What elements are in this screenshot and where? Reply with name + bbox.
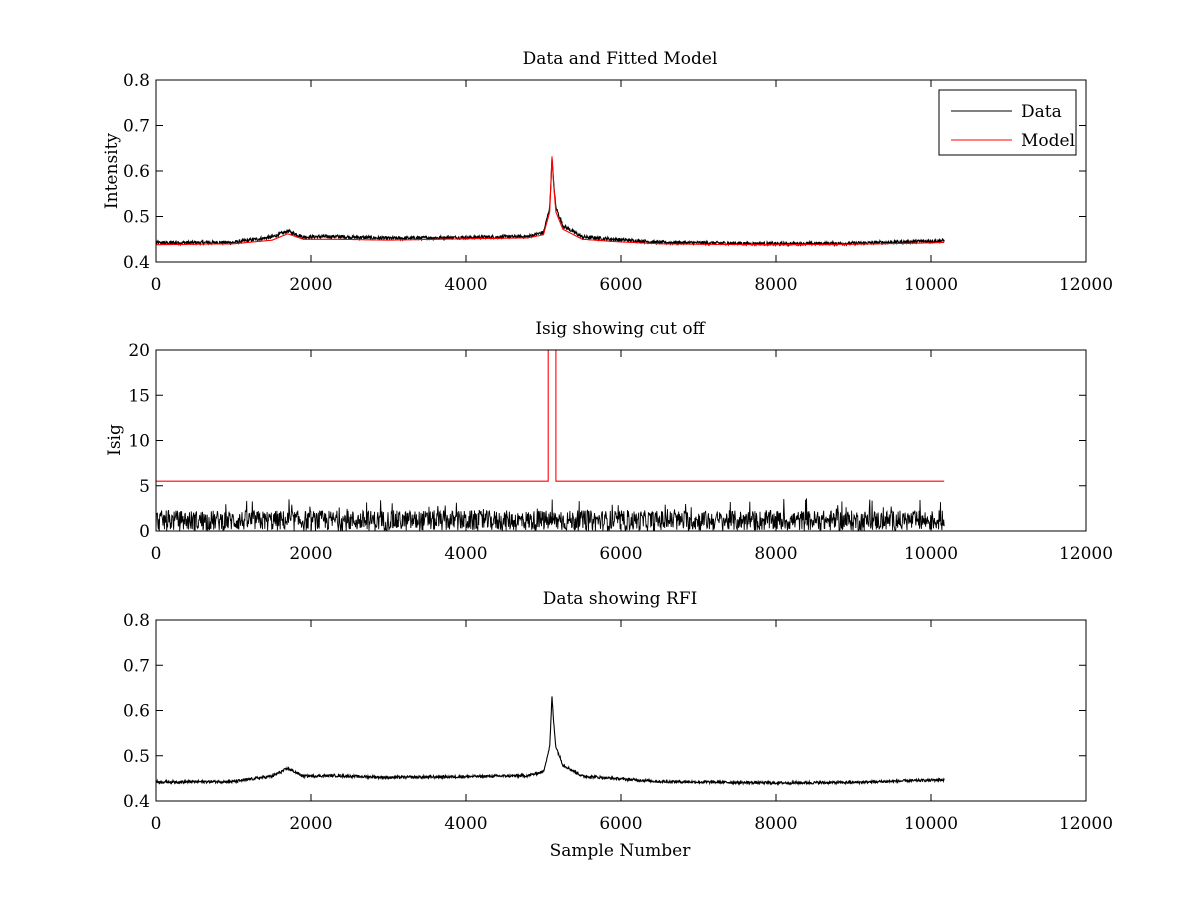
series-line-model: [156, 156, 945, 246]
y-tick-label: 0.5: [123, 208, 150, 228]
legend-label-model: Model: [1021, 131, 1075, 151]
axes-frame: [155, 349, 1087, 532]
y-axis-label: Isig: [105, 424, 125, 456]
x-axis-label: Sample Number: [550, 841, 692, 861]
panel-isig: Isig showing cut off Isig 0 2000 4000 6000 8…: [105, 319, 1113, 564]
y-tick-label: 5: [139, 477, 150, 497]
plot-area: 0 2000 4000 6000 8000 10000 12000 0.4 0.5 0.6 0.7 0…: [123, 611, 1113, 834]
chart-title: Isig showing cut off: [535, 319, 706, 339]
y-tick-label: 0.7: [123, 117, 150, 137]
legend: Data Model: [938, 89, 1077, 156]
x-tick-label: 12000: [1059, 544, 1113, 564]
series-line-series-1: [156, 498, 945, 531]
y-tick-label: 0.7: [123, 656, 150, 676]
y-tick-label: 20: [128, 341, 150, 361]
y-tick-label: 0: [139, 522, 150, 542]
x-tick-label: 0: [151, 275, 162, 295]
y-tick-label: 0.5: [123, 747, 150, 767]
x-tick-label: 4000: [444, 275, 487, 295]
x-tick-label: 2000: [289, 275, 332, 295]
x-tick-label: 10000: [904, 814, 958, 834]
y-axis-label: Intensity: [102, 133, 122, 209]
panel-intensity-fit: Data and Fitted Model Intensity 0 2000 400…: [102, 49, 1113, 295]
x-tick-label: 0: [151, 544, 162, 564]
x-tick-label: 8000: [754, 814, 797, 834]
x-tick-label: 8000: [754, 544, 797, 564]
x-tick-label: 12000: [1059, 814, 1113, 834]
x-tick-label: 2000: [289, 814, 332, 834]
y-tick-label: 0.4: [123, 792, 150, 812]
x-tick-label: 10000: [904, 544, 958, 564]
series-line-series-2: [156, 350, 945, 482]
legend-box: [938, 89, 1077, 156]
y-tick-label: 15: [128, 386, 150, 406]
x-tick-label: 6000: [599, 544, 642, 564]
panel-rfi: Data showing RFI Sample Number 0 2000 4000…: [123, 589, 1113, 861]
x-tick-label: 12000: [1059, 275, 1113, 295]
chart-title: Data showing RFI: [543, 589, 698, 609]
x-tick-label: 10000: [904, 275, 958, 295]
x-tick-label: 4000: [444, 544, 487, 564]
y-tick-label: 0.6: [123, 162, 150, 182]
legend-label-data: Data: [1021, 102, 1062, 122]
x-tick-label: 2000: [289, 544, 332, 564]
plot-area: 0 2000 4000 6000 8000 10000 12000 0.4 0.5 0.6 0.7 0…: [123, 71, 1113, 295]
y-tick-label: 0.4: [123, 253, 150, 273]
x-tick-label: 4000: [444, 814, 487, 834]
y-tick-label: 10: [128, 432, 150, 452]
chart-title: Data and Fitted Model: [523, 49, 718, 69]
x-tick-label: 8000: [754, 275, 797, 295]
x-tick-label: 0: [151, 814, 162, 834]
y-tick-label: 0.8: [123, 71, 150, 91]
y-tick-label: 0.6: [123, 702, 150, 722]
plot-area: 0 2000 4000 6000 8000 10000 12000 0 5 10 15 20: [128, 341, 1113, 564]
x-tick-label: 6000: [599, 275, 642, 295]
series-line-series-1: [156, 696, 945, 786]
x-tick-label: 6000: [599, 814, 642, 834]
y-tick-label: 0.8: [123, 611, 150, 631]
